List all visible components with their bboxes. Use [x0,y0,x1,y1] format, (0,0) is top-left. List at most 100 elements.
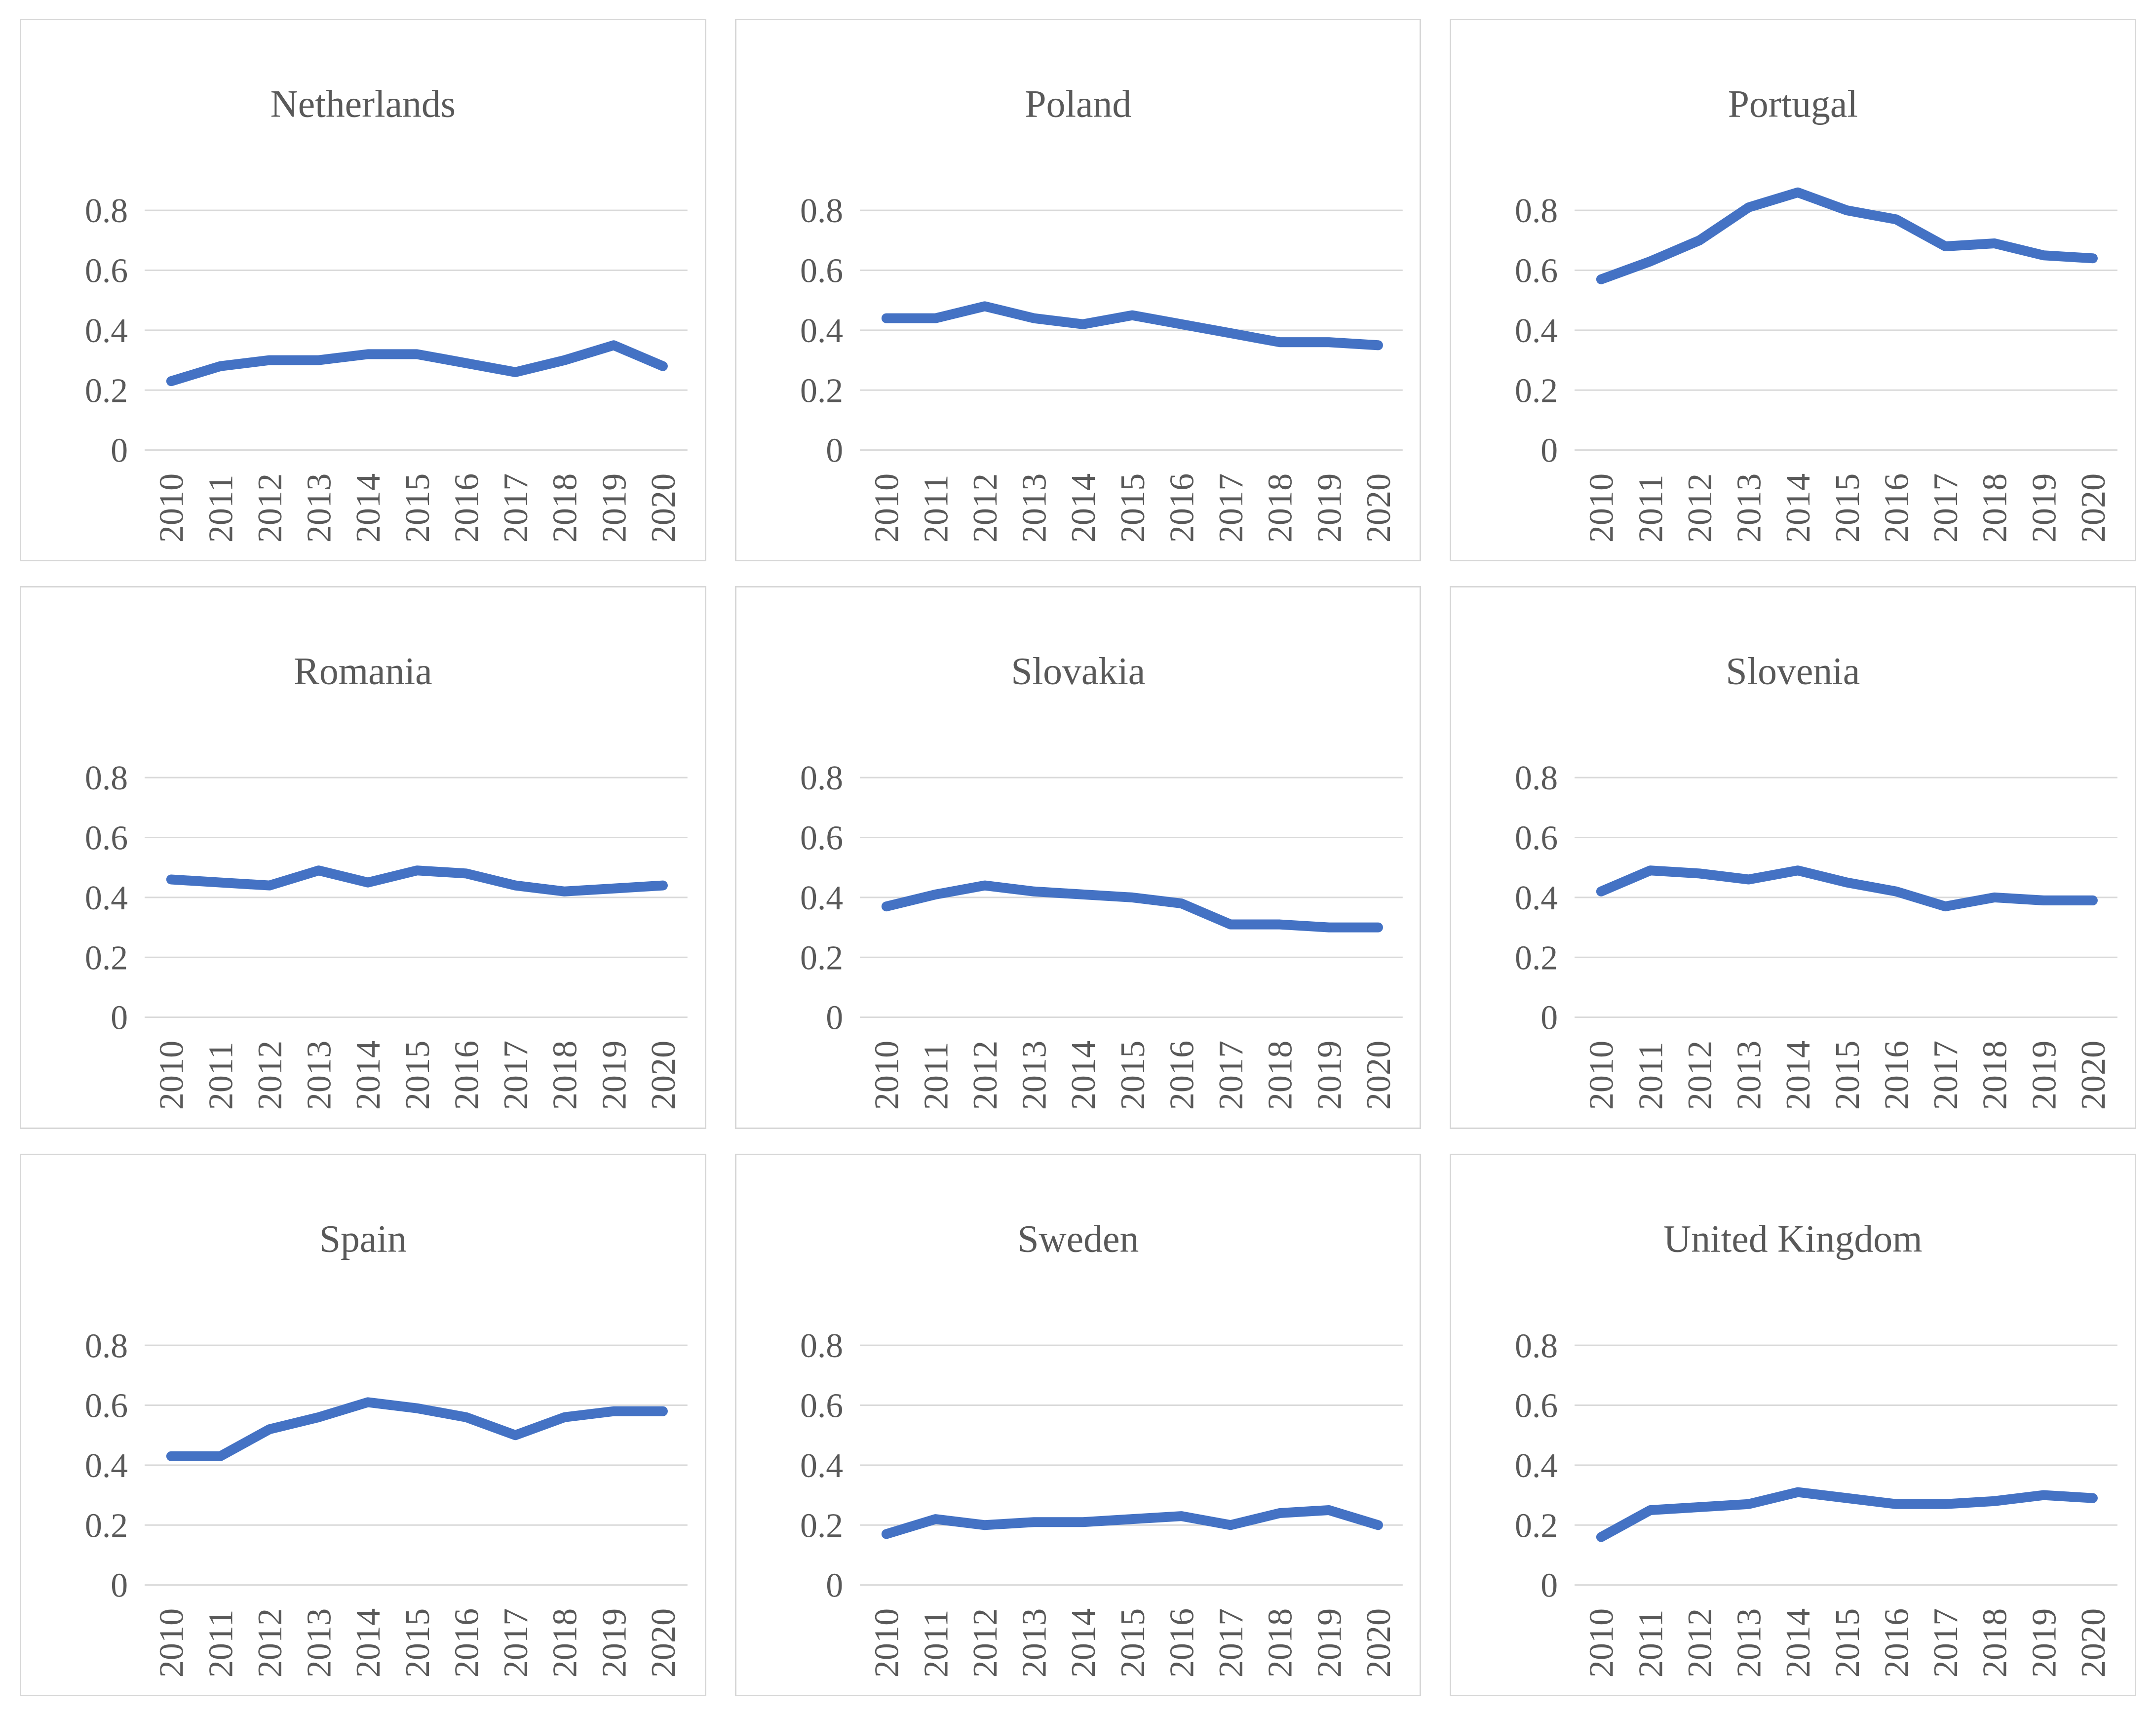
x-axis-tick-label: 2011 [1632,1042,1670,1110]
x-axis-tick-label: 2020 [645,1041,683,1110]
chart-panel-slovakia: Slovakia 0 0.2 0.4 0.6 0.8 2010 2011 2012 2013 201… [734,586,1422,1129]
y-axis-tick-label: 0.8 [85,1327,128,1365]
y-axis-tick-label: 0.2 [1515,939,1558,977]
charts-grid: Netherlands 0 0.2 0.4 0.6 0.8 2010 2011 2012 2013… [20,19,2136,1696]
y-axis-tick-label: 0 [111,1566,128,1604]
x-axis-tick-label: 2012 [251,1041,289,1110]
data-line-portugal [1596,187,2098,284]
x-axis-tick-label: 2010 [1583,1608,1621,1677]
y-axis-tick-label: 0.4 [85,1446,128,1484]
x-axis-tick-label: 2011 [1632,1609,1670,1677]
y-axis-tick-label: 0.6 [800,252,843,290]
data-line-spain [166,1397,668,1461]
y-axis-tick-label: 0.2 [800,939,843,977]
data-line-sweden [881,1505,1383,1539]
y-axis-tick-label: 0.4 [800,879,843,917]
chart-svg-slovakia: Slovakia 0 0.2 0.4 0.6 0.8 2010 2011 2012 2013 201… [800,650,1403,1110]
x-axis-tick-label: 2017 [1927,1608,1965,1677]
x-axis-tick-label: 2014 [1780,473,1818,543]
y-axis-tick-label: 0.4 [1515,879,1558,917]
chart-panel-netherlands: Netherlands 0 0.2 0.4 0.6 0.8 2010 2011 2012 2013… [20,19,706,562]
y-axis-tick-label: 0.2 [85,939,128,977]
x-axis-tick-label: 2013 [301,1041,339,1110]
chart-panel-sweden: Sweden 0 0.2 0.4 0.6 0.8 2010 2011 2012 2013 2014 2… [734,1153,1422,1696]
y-axis-tick-label: 0.6 [800,1387,843,1425]
x-axis-tick-label: 2018 [1976,1608,2014,1677]
x-axis-tick-label: 2019 [2026,473,2064,543]
y-axis-tick-label: 0.6 [85,819,128,858]
x-axis-tick-label: 2019 [1310,473,1348,543]
y-axis-tick-label: 0.4 [85,312,128,350]
x-axis-tick-label: 2010 [868,1608,906,1677]
x-axis-tick-label: 2016 [1878,1041,1916,1110]
y-axis-tick-label: 0 [111,432,128,470]
chart-svg-slovenia: Slovenia 0 0.2 0.4 0.6 0.8 2010 2011 2012 2013 201… [1515,650,2118,1110]
x-axis-tick-label: 2015 [1114,473,1152,543]
y-axis-tick-label: 0.6 [85,252,128,290]
x-axis-tick-label: 2016 [1878,1608,1916,1677]
x-axis-tick-label: 2017 [497,1608,535,1677]
x-axis-tick-label: 2017 [1212,1041,1250,1110]
x-axis-tick-label: 2020 [2075,1041,2113,1110]
chart-title: Spain [319,1217,407,1260]
x-axis-tick-label: 2010 [1583,1041,1621,1110]
x-axis-tick-label: 2015 [399,1608,437,1677]
chart-title: Netherlands [270,82,456,125]
x-axis-tick-label: 2020 [2075,473,2113,543]
x-axis-tick-label: 2019 [595,1608,633,1677]
x-axis-tick-label: 2018 [1976,1041,2014,1110]
x-axis-tick-label: 2020 [1360,473,1398,543]
x-axis-tick-label: 2014 [1065,1608,1103,1677]
x-axis-tick-label: 2020 [645,473,683,543]
chart-title: Slovakia [1011,650,1145,693]
x-axis-tick-label: 2012 [966,1608,1004,1677]
x-axis-tick-label: 2013 [1015,1041,1053,1110]
y-axis-tick-label: 0 [111,999,128,1037]
chart-svg-romania: Romania 0 0.2 0.4 0.6 0.8 2010 2011 2012 2013 2014… [85,650,688,1110]
x-axis-tick-label: 2015 [399,1041,437,1110]
y-axis-tick-label: 0.8 [800,1327,843,1365]
data-line-romania [166,865,668,897]
y-axis-tick-label: 0.6 [1515,1387,1558,1425]
x-axis-tick-label: 2017 [1927,1041,1965,1110]
y-axis-tick-label: 0.6 [800,819,843,858]
x-axis-tick-label: 2016 [448,473,486,543]
x-axis-tick-label: 2015 [1829,473,1867,543]
x-axis-tick-label: 2019 [2026,1608,2064,1677]
chart-title: Slovenia [1726,650,1860,693]
x-axis-tick-label: 2015 [1829,1608,1867,1677]
x-axis-tick-label: 2020 [1360,1041,1398,1110]
x-axis-tick-label: 2012 [251,1608,289,1677]
x-axis-tick-label: 2010 [1583,473,1621,543]
x-axis-tick-label: 2019 [595,473,633,543]
y-axis-tick-label: 0.8 [1515,759,1558,797]
chart-panel-united-kingdom: United Kingdom 0 0.2 0.4 0.6 0.8 2010 2011 2012 2… [1450,1153,2136,1696]
y-axis-tick-label: 0 [826,1566,843,1604]
chart-panel-spain: Spain 0 0.2 0.4 0.6 0.8 2010 2011 2012 2013 2014 20… [20,1153,706,1696]
x-axis-tick-label: 2014 [1780,1608,1818,1677]
x-axis-tick-label: 2013 [301,473,339,543]
x-axis-tick-label: 2016 [1878,473,1916,543]
y-axis-tick-label: 0.6 [1515,819,1558,858]
y-axis-tick-label: 0.4 [1515,1446,1558,1484]
x-axis-tick-label: 2012 [1682,1041,1720,1110]
x-axis-tick-label: 2018 [1262,473,1300,543]
x-axis-tick-label: 2019 [2026,1041,2064,1110]
x-axis-tick-label: 2016 [1163,473,1201,543]
chart-svg-sweden: Sweden 0 0.2 0.4 0.6 0.8 2010 2011 2012 2013 2014 2… [800,1217,1403,1677]
y-axis-tick-label: 0.2 [85,372,128,410]
x-axis-tick-label: 2019 [595,1041,633,1110]
x-axis-tick-label: 2013 [301,1608,339,1677]
chart-svg-netherlands: Netherlands 0 0.2 0.4 0.6 0.8 2010 2011 2012 2013… [85,82,688,543]
x-axis-tick-label: 2010 [868,473,906,543]
y-axis-tick-label: 0.4 [800,1446,843,1484]
x-axis-tick-label: 2010 [868,1041,906,1110]
data-line-united-kingdom [1596,1487,2098,1542]
y-axis-tick-label: 0.2 [1515,372,1558,410]
x-axis-tick-label: 2017 [497,473,535,543]
x-axis-tick-label: 2011 [202,1042,240,1110]
y-axis-tick-label: 0.6 [1515,252,1558,290]
data-line-poland [881,301,1383,351]
x-axis-tick-label: 2011 [917,474,955,543]
